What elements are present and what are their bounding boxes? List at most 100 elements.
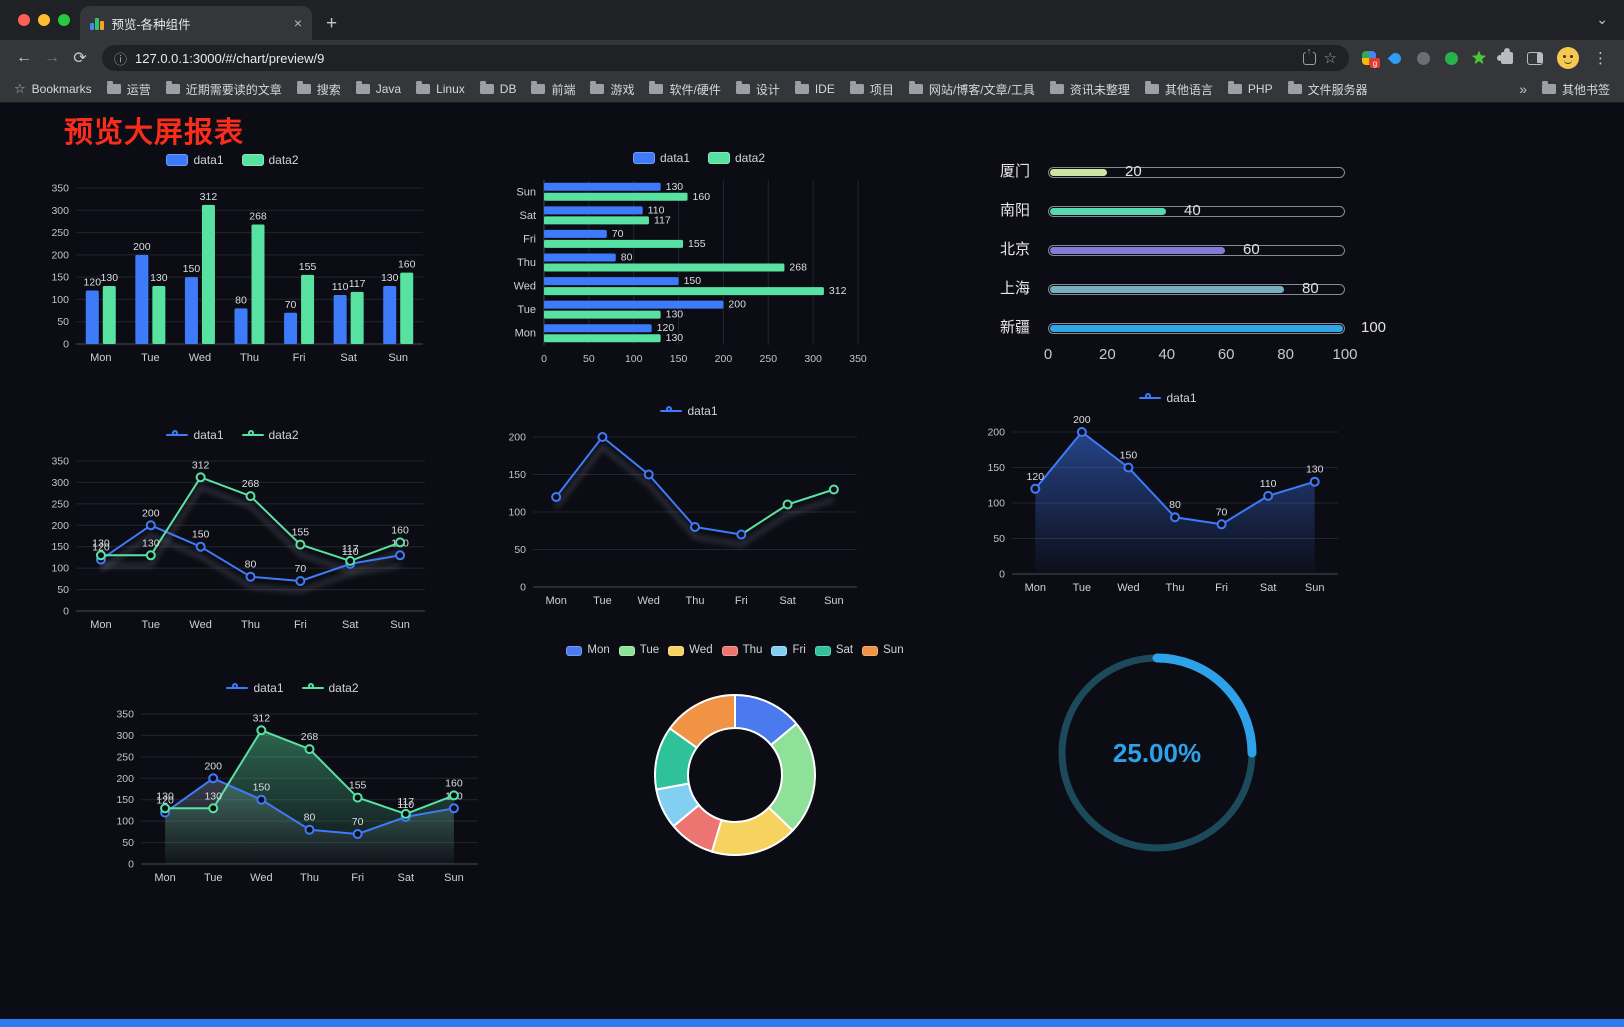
bar [184, 277, 198, 344]
y-tick-label: 300 [116, 730, 134, 742]
y-tick-label: 0 [128, 859, 134, 871]
extension-icon-green-circle[interactable] [1442, 49, 1460, 67]
chart-body: 25.00% [1040, 649, 1275, 861]
legend-item-Tue[interactable]: Tue [618, 645, 659, 657]
legend-item-Sun[interactable]: Sun [862, 645, 904, 657]
macos-minimize-button[interactable] [38, 14, 50, 26]
bookmark-folder[interactable]: Java [355, 81, 401, 96]
legend-item-data2[interactable]: data2 [241, 154, 299, 166]
bookmark-folder[interactable]: 其他语言 [1144, 81, 1213, 98]
new-tab-button[interactable]: + [326, 13, 338, 34]
legend-item-Wed[interactable]: Wed [668, 645, 713, 657]
legend-label: data1 [1166, 391, 1197, 405]
extensions-puzzle-icon[interactable] [1498, 49, 1516, 67]
bookmark-folder[interactable]: PHP [1227, 81, 1273, 96]
macos-zoom-button[interactable] [58, 14, 70, 26]
macos-close-button[interactable] [18, 14, 30, 26]
legend-item-data1[interactable]: data1 [166, 428, 224, 442]
x-category-label: Mon [545, 595, 566, 607]
value-label: 155 [349, 780, 367, 792]
chart-body: 0 50 100 150 200 Mon Tue Wed Thu Fri Sat Sun 120 200 1… [972, 410, 1364, 602]
bookmark-folder[interactable]: 近期需要读的文章 [165, 81, 282, 98]
bookmark-star-icon[interactable]: ☆ [1323, 50, 1337, 67]
browser-menu-icon[interactable]: ⋮ [1593, 50, 1608, 67]
value-label: 312 [192, 459, 210, 471]
url-text[interactable]: 127.0.0.1:3000/#/chart/preview/9 [135, 50, 325, 66]
progress-rows: 厦门 20 南阳 40 北京 60 上海 80 新疆 100 [1000, 155, 1386, 339]
legend-item-data2[interactable]: data2 [301, 682, 359, 694]
share-icon[interactable] [1302, 51, 1316, 65]
bookmark-folder[interactable]: Linux [416, 81, 465, 96]
x-category-label: Fri [735, 595, 748, 607]
value-label: 160 [398, 259, 416, 271]
bookmarks-overflow-chevron[interactable]: » [1519, 81, 1527, 97]
browser-tab[interactable]: 预览-各种组件 × [80, 6, 312, 40]
bookmark-folder[interactable]: 文件服务器 [1287, 81, 1368, 98]
legend-item-data1[interactable]: data1 [1139, 391, 1197, 405]
bookmark-folder[interactable]: 游戏 [590, 81, 634, 98]
legend-item-data1[interactable]: data1 [226, 682, 284, 694]
bookmark-folder[interactable]: 设计 [735, 81, 780, 98]
site-info-icon[interactable]: ⓘ [114, 51, 128, 67]
value-label: 268 [301, 731, 319, 743]
bar [544, 300, 724, 309]
legend-item-data1[interactable]: data1 [660, 405, 718, 417]
back-button[interactable]: ← [16, 49, 32, 66]
forward-button[interactable]: → [44, 49, 60, 66]
bookmark-folder[interactable]: 项目 [849, 81, 894, 98]
value-label: 155 [688, 238, 706, 250]
legend-marker [668, 646, 685, 656]
data-point [304, 744, 315, 755]
x-category-label: Wed [189, 352, 211, 364]
data-point [95, 550, 106, 561]
bookmark-folder[interactable]: 搜索 [296, 81, 341, 98]
gauge-value: 25.00% [1113, 738, 1201, 768]
profile-avatar[interactable] [1557, 47, 1579, 69]
bookmark-folder[interactable]: 网站/博客/文章/工具 [908, 81, 1035, 98]
bookmark-folder[interactable]: DB [479, 81, 516, 96]
legend-item-Fri[interactable]: Fri [771, 645, 806, 657]
legend-item-data1[interactable]: data1 [166, 154, 224, 166]
x-category-label: Sat [779, 595, 796, 607]
extension-icon-grid[interactable]: g [1362, 51, 1380, 68]
bar [544, 334, 661, 343]
tab-close-icon[interactable]: × [293, 15, 302, 31]
extension-icon-dark-circle[interactable] [1414, 49, 1432, 67]
data-point [551, 492, 562, 502]
legend-item-Sat[interactable]: Sat [814, 645, 853, 657]
bar [544, 182, 661, 191]
progress-track: 60 [1048, 242, 1345, 257]
bookmarks-root-item[interactable]: ☆ Bookmarks [14, 81, 92, 97]
bar [201, 204, 215, 344]
bookmark-folder[interactable]: 资讯未整理 [1049, 81, 1130, 98]
address-bar[interactable]: ⓘ 127.0.0.1:3000/#/chart/preview/9 ☆ [102, 45, 1349, 71]
bookmark-folders: 运营 近期需要读的文章 搜索 Java Linux DB 前端 游戏 软件/硬件 设计 IDE 项目 网… [106, 81, 1505, 98]
extension-icon-blue-drop[interactable] [1386, 49, 1404, 67]
value-label: 130 [666, 181, 684, 193]
data-point [1170, 512, 1180, 523]
y-tick-label: 100 [51, 294, 69, 306]
bar [544, 192, 688, 201]
extension-icon-green-star[interactable] [1470, 49, 1488, 67]
x-category-label: Sun [390, 619, 410, 631]
refresh-button[interactable]: ⟳ [73, 50, 87, 67]
legend-item-data1[interactable]: data1 [632, 152, 690, 164]
side-panel-icon[interactable] [1526, 49, 1544, 67]
legend-label: data1 [193, 428, 224, 442]
legend-item-data2[interactable]: data2 [708, 152, 765, 164]
tab-search-chevron-icon[interactable]: ⌄ [1596, 11, 1608, 27]
legend-item-Thu[interactable]: Thu [721, 645, 762, 657]
bookmark-folder[interactable]: 软件/硬件 [649, 81, 721, 98]
bar [234, 308, 248, 344]
value-label: 200 [204, 760, 222, 772]
legend-item-Mon[interactable]: Mon [566, 645, 610, 657]
chart-canvas [654, 694, 816, 856]
other-bookmarks[interactable]: 其他书签 [1541, 81, 1610, 98]
bookmark-folder[interactable]: 前端 [531, 81, 575, 98]
value-label: 160 [693, 191, 711, 203]
bookmark-folder[interactable]: IDE [794, 81, 835, 96]
bookmark-folder[interactable]: 运营 [106, 81, 151, 98]
grouped-bar-chart: data1 data2 0 50 100 150 200 250 300 350 Mon Tue We… [30, 150, 435, 372]
y-tick-label: 0 [63, 339, 69, 351]
legend-item-data2[interactable]: data2 [241, 429, 299, 441]
